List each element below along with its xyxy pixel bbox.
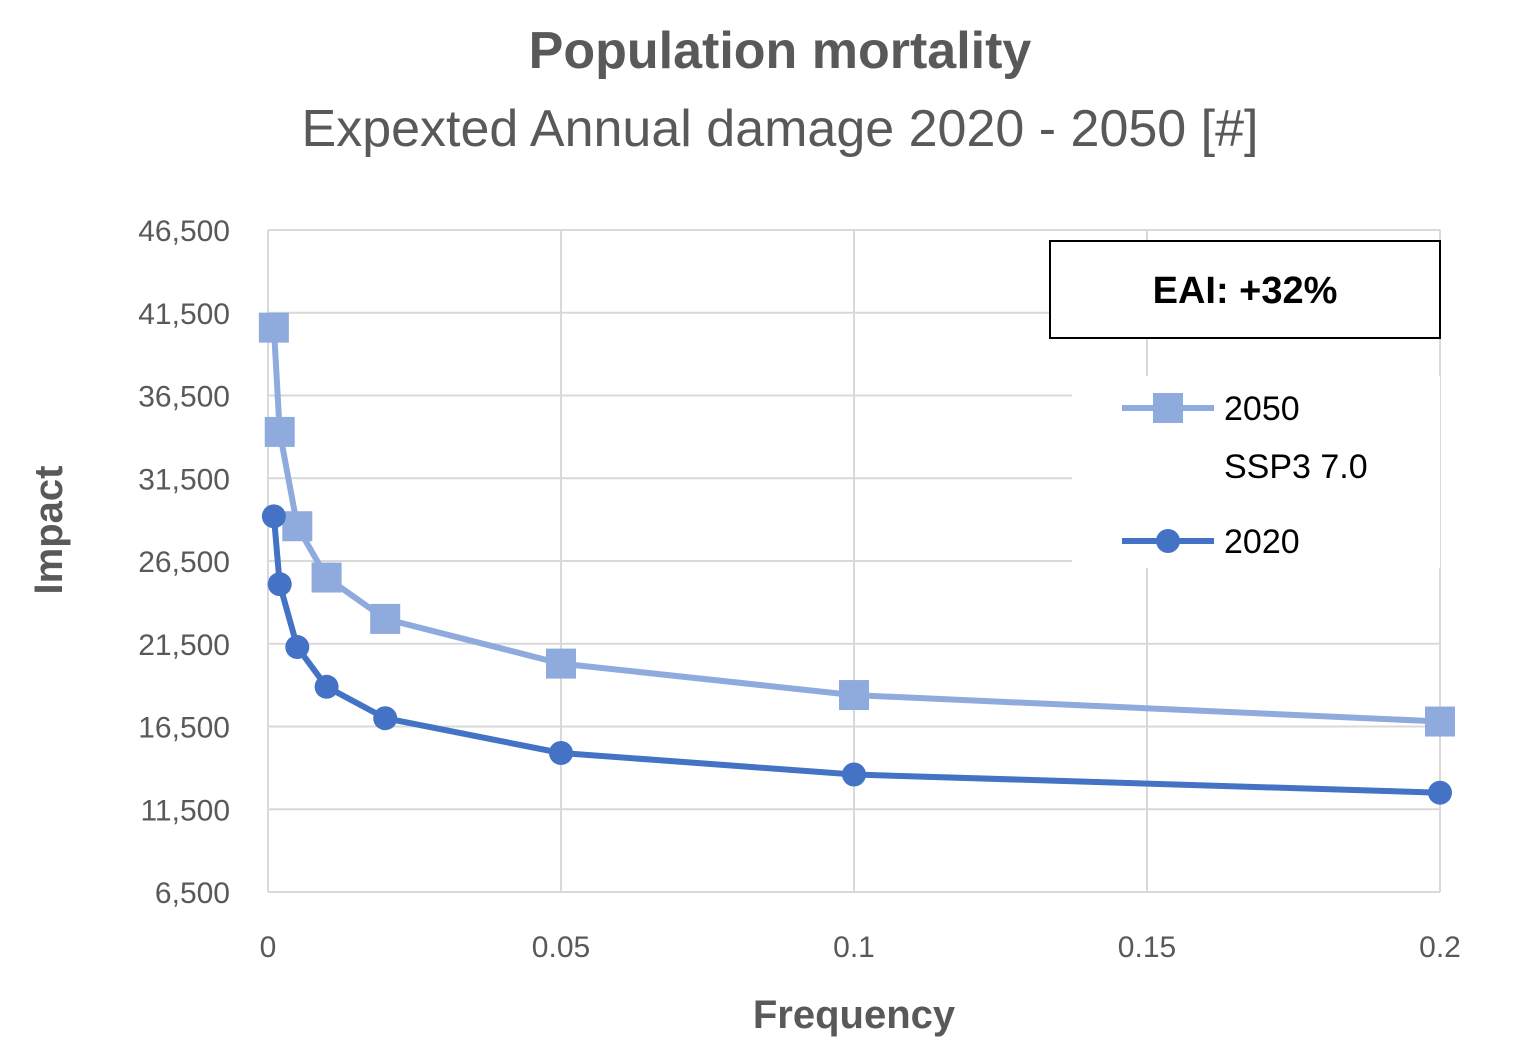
y-tick-label: 46,500 [138,215,230,248]
x-tick-label: 0.1 [833,931,875,964]
y-tick-label: 11,500 [140,794,230,827]
tick-labels: 6,500 11,500 16,500 21,500 26,500 31,500 36,50… [138,215,1461,964]
series-0 [258,312,1455,737]
x-tick-label: 0 [260,931,277,964]
data-point [549,740,573,765]
legend-label: 2050 [1224,390,1300,428]
data-point [311,562,342,593]
y-tick-label: 26,500 [138,546,230,579]
y-tick-label: 41,500 [138,298,230,331]
data-point [314,674,339,699]
legend-label: 2020 [1224,523,1300,561]
series-1 [261,504,1452,805]
annotation-text: EAI: +32% [1153,270,1338,312]
y-tick-label: 6,500 [155,877,230,910]
chart-subtitle: Expexted Annual damage 2020 - 2050 [#] [302,100,1259,158]
data-point [261,504,286,529]
legend: 2050 SSP3 7.0 2020 [1072,376,1440,568]
x-tick-label: 0.15 [1118,931,1176,964]
chart-title: Population mortality [529,22,1032,80]
y-axis-title: Impact [27,466,71,595]
data-point [546,648,576,679]
data-point [842,762,866,787]
x-axis-title: Frequency [753,993,956,1037]
data-point [264,416,295,447]
legend-entry: 2050 SSP3 7.0 [1122,390,1368,486]
data-point [1425,706,1455,737]
series-line [270,327,1441,725]
data-point [839,680,869,711]
legend-marker [1153,393,1183,423]
y-tick-label: 16,500 [138,712,230,745]
data-point [258,312,289,343]
legend-entry: 2020 [1122,523,1300,561]
series-layer [258,312,1455,805]
data-point [370,603,401,634]
legend-marker [1156,529,1180,553]
y-tick-label: 31,500 [138,463,230,496]
annotation-box: EAI: +32% [1049,240,1441,339]
data-point [373,706,398,731]
y-tick-label: 36,500 [138,381,230,414]
annotation-frame [1049,240,1441,339]
data-point [1428,780,1452,805]
data-point [285,635,310,660]
legend-label: SSP3 7.0 [1224,448,1368,486]
y-tick-label: 21,500 [138,629,230,662]
data-point [267,572,292,597]
x-tick-label: 0.05 [532,931,590,964]
data-point [282,511,313,542]
x-tick-label: 0.2 [1419,931,1461,964]
